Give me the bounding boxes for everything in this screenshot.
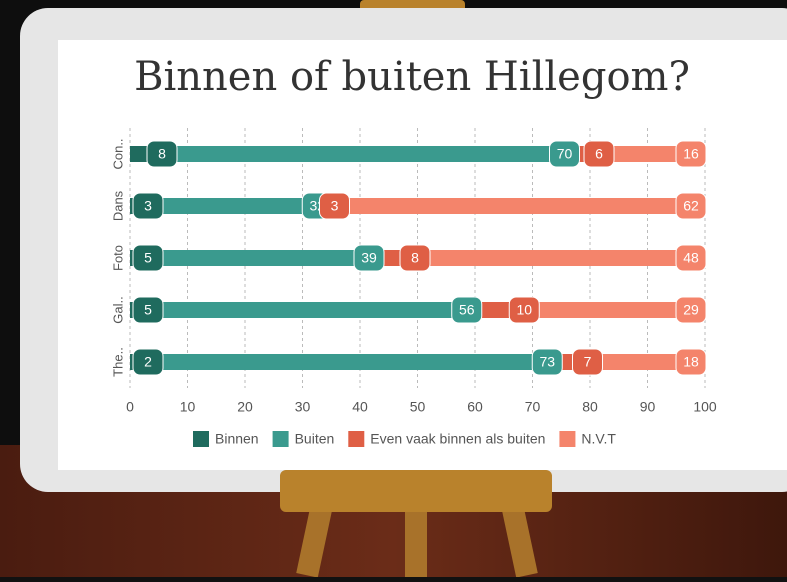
x-tick-label: 50 [410, 399, 426, 415]
legend-swatch [193, 431, 209, 447]
chart-title: Binnen of buiten Hillegom? [134, 54, 690, 100]
data-label: 39 [361, 250, 377, 266]
bar-segment [176, 146, 579, 162]
data-label: 8 [411, 250, 419, 266]
x-tick-label: 80 [582, 399, 598, 415]
data-label: 56 [459, 302, 475, 318]
y-tick-label: Gal.. [110, 296, 125, 323]
x-tick-label: 70 [525, 399, 541, 415]
data-label: 2 [144, 354, 152, 370]
data-label: 62 [683, 198, 699, 214]
bar-segment [142, 354, 562, 370]
x-tick-label: 20 [237, 399, 253, 415]
data-label: 18 [683, 354, 699, 370]
legend-label: Binnen [215, 431, 259, 447]
legend-swatch [348, 431, 364, 447]
data-label: 8 [158, 146, 166, 162]
x-tick-label: 90 [640, 399, 656, 415]
x-tick-label: 30 [295, 399, 311, 415]
data-label: 3 [144, 198, 152, 214]
x-tick-label: 10 [180, 399, 196, 415]
x-tick-label: 40 [352, 399, 368, 415]
y-tick-label: The.. [110, 347, 125, 377]
legend-label: Even vaak binnen als buiten [370, 431, 545, 447]
y-tick-label: Dans [110, 190, 125, 221]
chart: Binnen of buiten Hillegom? 0 10 20 30 40 50 60… [0, 0, 787, 577]
data-label: 7 [584, 354, 592, 370]
legend-label: N.V.T [581, 431, 616, 447]
data-label: 10 [516, 302, 532, 318]
legend-swatch [273, 431, 289, 447]
legend-label: Buiten [295, 431, 335, 447]
easel-shelf [280, 470, 552, 512]
bar-segment [159, 302, 481, 318]
legend-swatch [559, 431, 575, 447]
data-label: 48 [683, 250, 699, 266]
data-label: 6 [595, 146, 603, 162]
data-label: 73 [539, 354, 555, 370]
data-label: 5 [144, 302, 152, 318]
page: Binnen of buiten Hillegom? 0 10 20 30 40 50 60… [0, 0, 787, 577]
data-label: 16 [683, 146, 699, 162]
data-label: 5 [144, 250, 152, 266]
x-tick-label: 60 [467, 399, 483, 415]
bar-segment [429, 250, 705, 266]
x-tick-label: 0 [126, 399, 134, 415]
data-label: 29 [683, 302, 699, 318]
x-tick-label: 100 [693, 399, 717, 415]
bar-segment [349, 198, 706, 214]
y-tick-label: Foto [110, 245, 125, 271]
data-label: 70 [557, 146, 573, 162]
bar-segment [159, 250, 383, 266]
y-tick-label: Con.. [110, 138, 125, 169]
data-label: 3 [331, 198, 339, 214]
